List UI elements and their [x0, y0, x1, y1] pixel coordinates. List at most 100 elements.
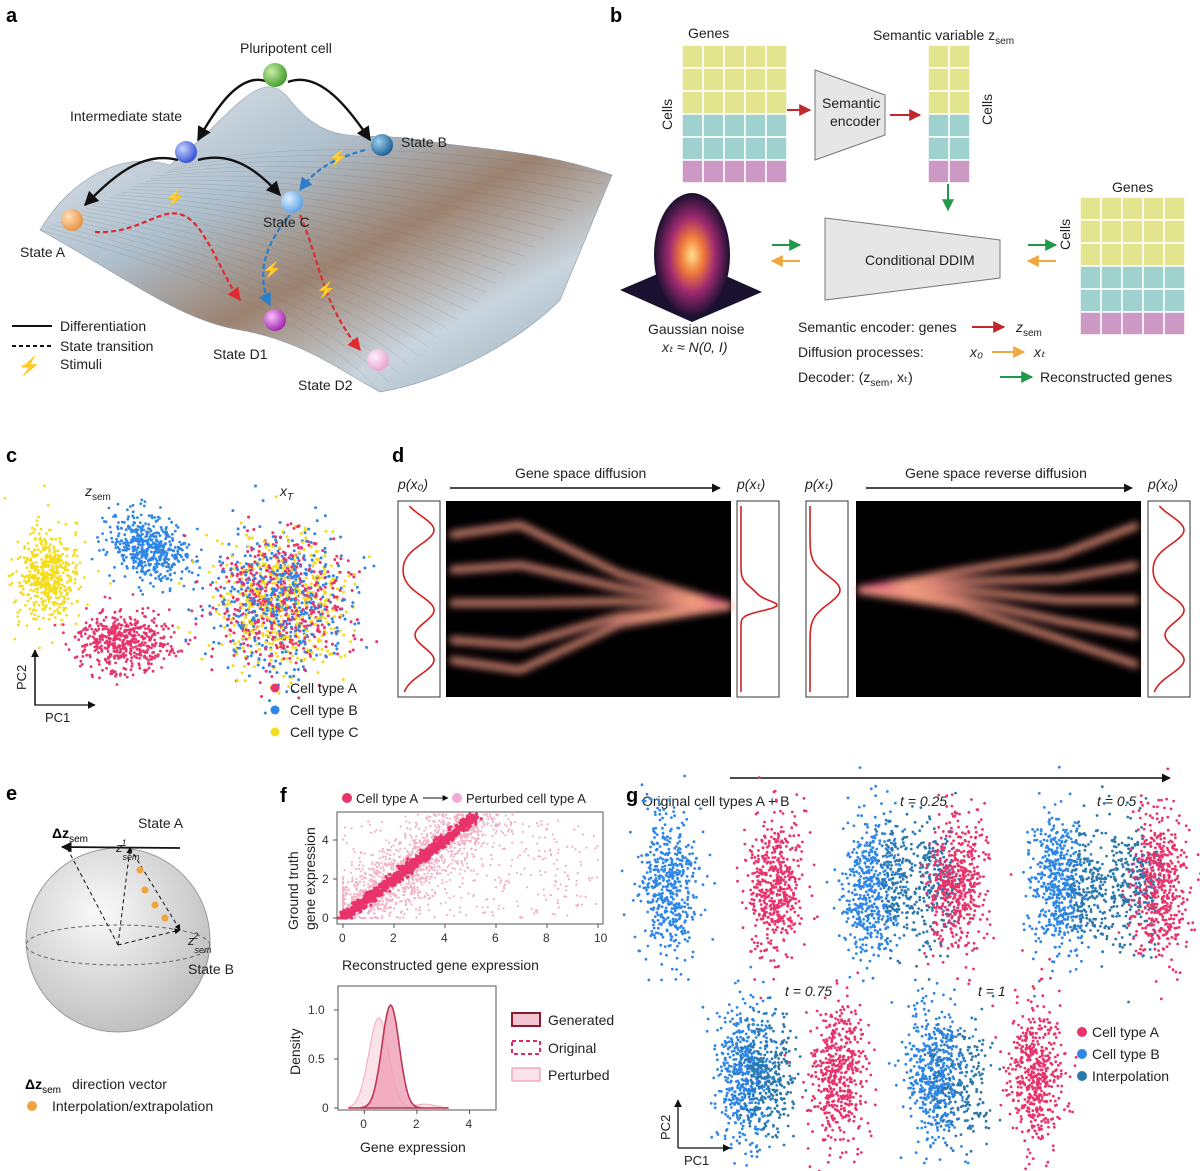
scatter-point [372, 564, 376, 568]
scatter-point [286, 544, 290, 548]
scatter-point [286, 564, 290, 568]
perturbed-point [372, 853, 375, 856]
scatter-point [113, 616, 117, 620]
scatter-point [165, 649, 169, 653]
perturbed-point [416, 888, 419, 891]
scatter-point [123, 635, 127, 639]
perturbed-point [415, 823, 418, 827]
state-d1-ball [264, 309, 286, 331]
perturbed-point [410, 903, 413, 906]
perturbed-point [519, 873, 522, 876]
perturbed-point [499, 881, 502, 885]
scatter-point [140, 634, 144, 638]
scatter-point [312, 542, 316, 545]
scatter-point [156, 631, 160, 635]
scatter-point [270, 627, 274, 631]
perturbed-point [344, 902, 347, 905]
state-a-ball [61, 209, 83, 231]
scatter-point [43, 584, 47, 588]
perturbed-point [434, 824, 437, 827]
perturbed-point [573, 828, 576, 831]
perturbed-point [383, 851, 386, 854]
perturbed-point [354, 915, 357, 918]
scatter-point [218, 560, 222, 563]
scatter-point [251, 630, 255, 634]
mesh-line [127, 189, 526, 257]
scatter-point [93, 649, 97, 652]
scatter-point [27, 577, 31, 581]
scatter-point [162, 558, 166, 561]
perturbed-point [436, 869, 439, 872]
label-state-b: State B [401, 134, 447, 150]
scatter-point [259, 567, 263, 571]
perturbed-point [418, 912, 421, 915]
scatter-point [48, 528, 51, 532]
scatter-point [319, 612, 323, 616]
scatter-point [311, 574, 315, 578]
scatter-point [22, 556, 26, 559]
scatter-point [357, 591, 361, 594]
perturbed-point [503, 847, 506, 850]
scatter-point [141, 637, 145, 641]
perturbed-point [448, 878, 451, 882]
matrix-cell [1079, 219, 1102, 244]
scatter-point [34, 537, 38, 541]
scatter-point [221, 569, 225, 573]
perturbed-point [370, 878, 373, 881]
scatter-point [254, 650, 258, 654]
perturbed-point [484, 834, 487, 837]
perturbed-point [451, 867, 454, 870]
perturbed-point [441, 869, 444, 872]
perturbed-point [345, 842, 348, 845]
scatter-point [244, 573, 248, 577]
scatter-point [162, 627, 165, 631]
scatter-point [292, 617, 296, 621]
scatter-point [303, 526, 307, 530]
perturbed-point [423, 873, 426, 876]
scatter-point [319, 576, 323, 580]
scatter-point [157, 562, 161, 566]
density-box-xT [805, 500, 849, 698]
perturbed-point [445, 848, 448, 851]
scatter-point [60, 559, 63, 562]
scatter-point [257, 647, 261, 651]
scatter-point [298, 592, 301, 596]
scatter-point [305, 539, 308, 543]
pc1-label: PC1 [45, 710, 70, 725]
perturbed-point [419, 880, 423, 884]
scatter-point [176, 552, 180, 556]
perturbed-point [404, 815, 407, 818]
scatter-point [184, 638, 188, 642]
scatter-point [297, 624, 301, 628]
perturbed-point [382, 873, 385, 876]
scatter-point [258, 557, 262, 561]
scatter-point [316, 624, 320, 628]
scatter-point [165, 554, 169, 557]
scatter-point [275, 605, 278, 609]
scatter-point [207, 643, 211, 647]
scatter-point [131, 514, 135, 518]
perturbed-point [353, 897, 356, 900]
scatter-point [185, 552, 189, 556]
scatter-point [143, 623, 147, 627]
scatter-point [225, 563, 229, 567]
perturbed-point [420, 833, 423, 836]
mesh-line [115, 194, 506, 275]
scatter-point [282, 674, 286, 678]
scatter-point [110, 632, 114, 635]
scatter-point [302, 629, 306, 633]
scatter-point [33, 575, 37, 579]
matrix-cell [1079, 242, 1102, 267]
scatter-point [47, 583, 51, 586]
perturbed-point [537, 855, 540, 858]
scatter-point [67, 562, 71, 566]
scatter-point [269, 593, 273, 597]
scatter-point [336, 641, 340, 645]
perturbed-point [415, 908, 418, 911]
perturbed-point [486, 906, 489, 909]
scatter-point [324, 529, 328, 533]
scatter-point [195, 580, 199, 584]
scatter-point [309, 553, 313, 557]
scatter-point [100, 644, 103, 648]
perturbed-point [410, 890, 413, 894]
